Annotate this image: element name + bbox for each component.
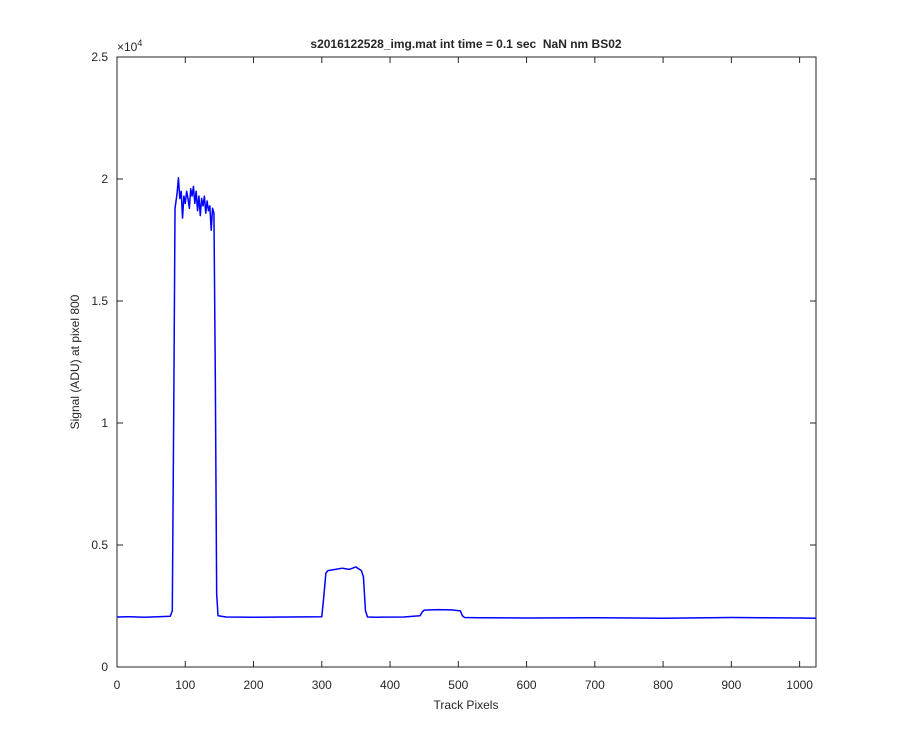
x-tick-label: 100 — [175, 678, 195, 692]
x-tick-label: 1000 — [786, 678, 813, 692]
x-tick-label: 0 — [114, 678, 121, 692]
x-tick-label: 700 — [585, 678, 605, 692]
x-tick-label: 900 — [721, 678, 741, 692]
x-tick-label: 500 — [448, 678, 468, 692]
plot-box — [116, 56, 817, 668]
x-tick-label: 800 — [653, 678, 673, 692]
x-tick-label: 200 — [244, 678, 264, 692]
x-tick-label: 300 — [312, 678, 332, 692]
y-multiplier-base: ×10 — [117, 40, 138, 54]
y-tick-label: 2 — [101, 172, 108, 186]
y-tick-label: 0 — [101, 660, 108, 674]
y-tick-label: 2.5 — [91, 50, 108, 64]
x-tick-label: 400 — [380, 678, 400, 692]
y-tick-label: 1 — [101, 416, 108, 430]
y-tick-label: 1.5 — [91, 294, 108, 308]
y-tick-label: 0.5 — [91, 538, 108, 552]
chart-title: s2016122528_img.mat int time = 0.1 sec N… — [310, 37, 621, 51]
y-multiplier-exponent: 4 — [137, 38, 142, 48]
y-multiplier: ×104 — [117, 38, 142, 54]
x-axis-label: Track Pixels — [434, 698, 499, 712]
data-line — [116, 177, 817, 619]
y-axis-label: Signal (ADU) at pixel 800 — [68, 294, 82, 429]
x-tick-label: 600 — [517, 678, 537, 692]
